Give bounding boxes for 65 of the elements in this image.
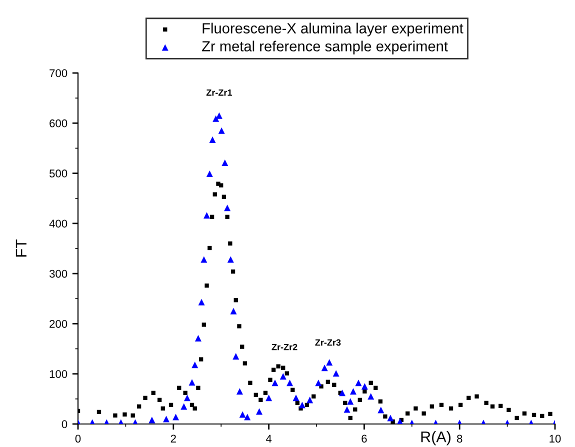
x-tick-label: 6: [362, 434, 367, 443]
point: [326, 359, 333, 366]
point: [339, 390, 346, 396]
y-tick-label: 400: [49, 220, 68, 228]
y-axis-title: FT: [16, 240, 26, 257]
y-tick-label: 500: [49, 170, 68, 178]
point: [266, 394, 272, 402]
point: [204, 212, 210, 219]
x-tick-label: 10: [550, 434, 561, 443]
x-tick-label: 2: [170, 434, 176, 442]
point: [180, 403, 188, 410]
point: [236, 388, 243, 395]
x-tick-label: 4: [266, 434, 272, 442]
point: [378, 406, 384, 414]
annotation: Zr-Zr3: [315, 339, 341, 346]
point: [292, 394, 300, 402]
point: [298, 402, 306, 408]
point: [239, 411, 246, 418]
point: [194, 335, 202, 342]
y-tick-label: 600: [50, 119, 68, 128]
point: [198, 298, 205, 306]
point: [224, 204, 231, 212]
point: [368, 393, 374, 400]
y-tick-label: 0: [62, 420, 68, 428]
point: [200, 256, 208, 263]
y-tick-label: 300: [49, 270, 68, 278]
point: [148, 416, 156, 424]
point: [387, 414, 394, 422]
annotation: Zr-Zr1: [206, 89, 232, 96]
point: [355, 380, 362, 386]
point: [361, 383, 368, 390]
point: [315, 380, 322, 386]
point: [172, 414, 180, 420]
legend-label: Zr metal reference sample experiment: [202, 40, 448, 54]
point: [162, 416, 170, 422]
point: [218, 127, 225, 134]
point: [244, 414, 251, 420]
point: [350, 388, 356, 395]
point: [192, 362, 198, 368]
point: [206, 170, 213, 178]
point: [321, 364, 328, 372]
x-tick-label: 0: [75, 434, 81, 443]
point: [332, 370, 340, 377]
x-axis-title: R(A): [421, 431, 450, 446]
x-tick-label: 8: [456, 434, 462, 443]
y-tick-label: 700: [50, 69, 68, 78]
annotation: Zr-Zr2: [272, 344, 298, 350]
point: [272, 380, 278, 386]
point: [227, 256, 234, 263]
point: [280, 373, 286, 380]
point: [344, 406, 350, 413]
point: [347, 398, 354, 405]
y-tick-label: 100: [50, 370, 68, 378]
y-tick-label: 200: [50, 320, 68, 328]
point: [216, 112, 222, 119]
point: [230, 308, 237, 314]
point: [232, 353, 240, 360]
point: [256, 408, 263, 415]
point: [306, 396, 314, 404]
point: [209, 136, 216, 143]
text: Fluorescene-X alumina layer experiment: [202, 22, 464, 36]
point: [286, 380, 294, 386]
point: [222, 160, 228, 166]
point: [184, 394, 190, 402]
point: [188, 379, 196, 386]
